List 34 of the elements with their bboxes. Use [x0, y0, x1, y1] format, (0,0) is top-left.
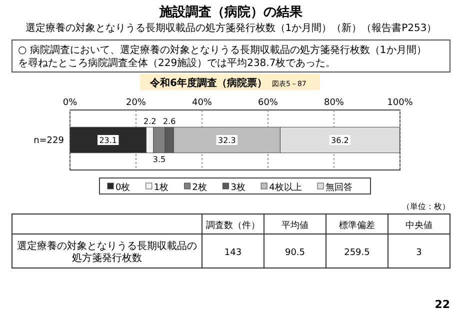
text: 調査数（件） [206, 220, 260, 231]
data-label: 36.2 [331, 136, 349, 145]
text: ○ 病院調査において、選定療養の対象となりうる長期収載品の処方箋発行枚数（1か月間）を尋ねたところ病院調査全体（229施設）では平均238.7枚であった。 [18, 44, 426, 69]
legend-label: 2枚 [192, 182, 208, 193]
legend-label: 3枚 [230, 182, 246, 193]
data-label: 23.1 [99, 136, 118, 145]
text: 平均値 [282, 220, 308, 231]
text: 259.5 [344, 248, 370, 258]
x-tick-label: 40% [192, 98, 212, 108]
data-label: 3.5 [152, 154, 166, 164]
data-label: 2.2 [143, 117, 156, 126]
text: 標準偏差 [339, 220, 375, 231]
x-tick-label: 80% [324, 98, 344, 108]
x-tick-label: 0% [62, 98, 78, 108]
x-tick-label: 100% [387, 98, 414, 108]
text: 90.5 [284, 248, 306, 258]
y-tick-label: n=229 [34, 136, 64, 146]
chart-subtitle: 選定療養の対象となりうる長期収載品の処方箋発行枚数（1か月間）（新）（報告書P253） [25, 22, 437, 34]
data-label: 2.6 [162, 117, 176, 126]
legend-label: 1枚 [154, 182, 169, 193]
x-tick-label: 60% [258, 98, 278, 108]
text: 3 [416, 248, 422, 258]
legend-label: 0枚 [116, 182, 130, 193]
text: 143 [224, 248, 242, 258]
text: 選定療養の対象となりうる長期収載品の処方箋発行枚数 [17, 240, 197, 264]
data-label: 32.3 [218, 136, 236, 145]
text: （単位：枚） [402, 202, 450, 211]
x-tick-label: 20% [126, 98, 146, 108]
legend-label: 4枚以上 [269, 182, 302, 193]
text: 令和6年度調査（病院票） [149, 77, 267, 89]
legend-label: 無回答 [326, 182, 352, 193]
text: 中央値 [406, 220, 432, 231]
text: 22 [434, 298, 450, 311]
chart-title: 施設調査（病院）の結果 [158, 4, 304, 20]
